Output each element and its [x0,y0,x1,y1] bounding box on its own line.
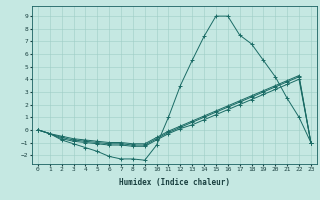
X-axis label: Humidex (Indice chaleur): Humidex (Indice chaleur) [119,178,230,187]
